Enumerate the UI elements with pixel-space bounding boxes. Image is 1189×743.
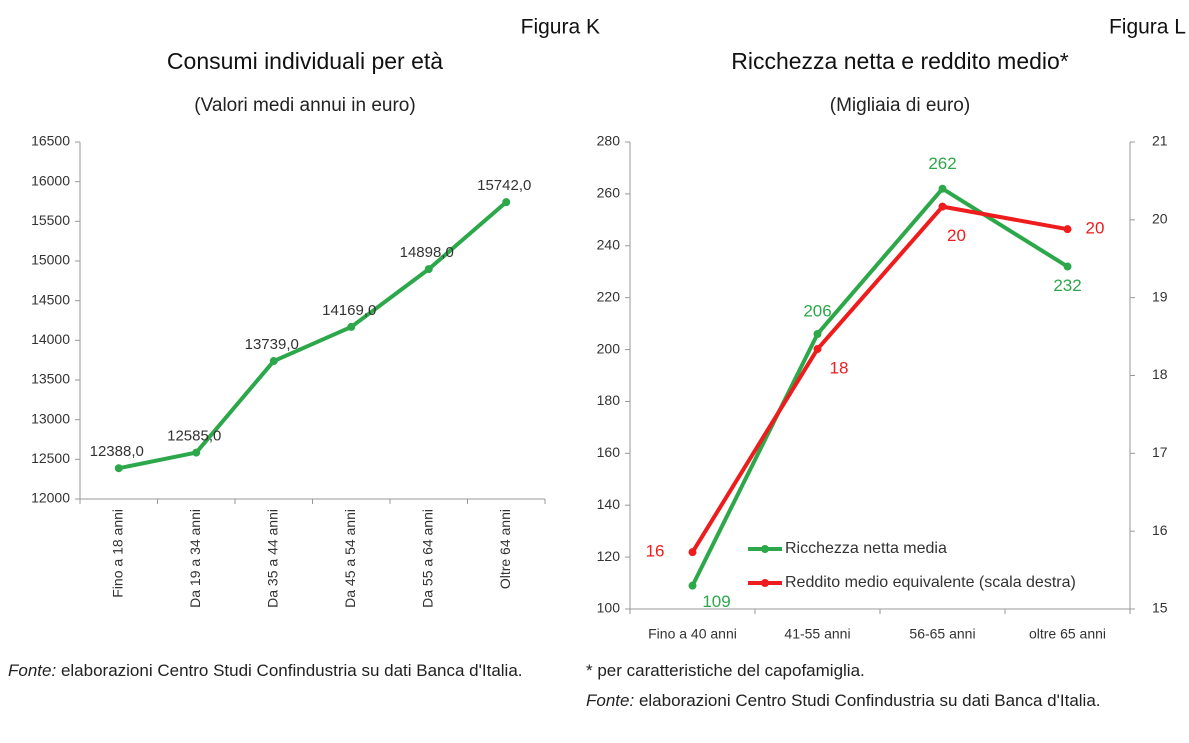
note: * per caratteristiche del capofamiglia. (586, 661, 865, 680)
y-tick-label: 14000 (31, 331, 70, 347)
y-tick-label: 100 (597, 600, 621, 616)
data-label: 262 (928, 154, 956, 173)
point (1063, 225, 1072, 234)
x-tick-label: Da 35 a 44 anni (264, 509, 280, 608)
y-tick-label: 260 (597, 185, 621, 201)
y2-tick-label: 20 (1152, 211, 1168, 227)
y-tick-label: 180 (597, 392, 621, 408)
y-tick-label: 12500 (31, 450, 70, 466)
y-tick-label: 15500 (31, 212, 70, 228)
y-tick-label: 160 (597, 444, 621, 460)
x-tick-label: Da 55 a 64 anni (419, 509, 435, 608)
y-tick-label: 280 (597, 133, 621, 149)
source-label: Fonte: (8, 661, 57, 680)
y2-tick-label: 21 (1152, 133, 1168, 149)
data-label: 14169,0 (322, 302, 376, 319)
series-line (690, 204, 1068, 554)
x-tick-label: 41-55 anni (784, 626, 850, 642)
series-line (690, 186, 1069, 587)
point (114, 464, 123, 473)
y-tick-label: 16000 (31, 172, 70, 188)
x-tick-label: Fino a 18 anni (109, 509, 125, 598)
chart-subtitle: (Valori medi annui in euro) (194, 95, 415, 116)
y-tick-label: 120 (597, 548, 621, 564)
y-tick-label: 13500 (31, 371, 70, 387)
source-text: elaborazioni Centro Studi Confindustria … (60, 661, 523, 680)
y2-tick-label: 16 (1152, 522, 1168, 538)
y-tick-label: 200 (597, 340, 621, 356)
series-line (118, 200, 508, 471)
y-tick-label: 16500 (31, 133, 70, 149)
data-label: 232 (1053, 276, 1081, 295)
point (269, 357, 278, 366)
point (938, 184, 947, 193)
y-tick-label: 13000 (31, 410, 70, 426)
data-label: 12388,0 (90, 443, 144, 460)
data-label: 109 (702, 592, 730, 611)
y2-tick-label: 15 (1152, 600, 1168, 616)
x-tick-label: Oltre 64 anni (497, 509, 513, 589)
point (813, 345, 822, 354)
source-right: Fonte: elaborazioni Centro Studi Confind… (586, 686, 1184, 715)
y-tick-label: 15000 (31, 252, 70, 268)
x-tick-label: Da 45 a 54 anni (342, 509, 358, 608)
y2-tick-label: 18 (1152, 366, 1168, 382)
legend-dot (761, 579, 769, 587)
y-tick-label: 12000 (31, 490, 70, 506)
x-tick-label: 56-65 anni (909, 626, 975, 642)
figure-label: Figura K (521, 16, 600, 39)
point (192, 448, 201, 457)
data-label: 15742,0 (477, 177, 531, 194)
point (424, 265, 433, 274)
legend-label: Reddito medio equivalente (scala destra) (785, 574, 1076, 591)
source-label: Fonte: (586, 691, 635, 710)
y-tick-label: 220 (597, 288, 621, 304)
x-tick-label: oltre 65 anni (1029, 626, 1106, 642)
y-tick-label: 140 (597, 496, 621, 512)
point (688, 581, 697, 590)
x-tick-label: Da 19 a 34 anni (187, 509, 203, 608)
data-label: 16 (646, 542, 665, 561)
data-label: 14898,0 (400, 244, 454, 261)
point (688, 548, 697, 557)
point (1063, 262, 1072, 271)
point (813, 329, 822, 338)
data-label: 20 (947, 226, 966, 245)
y2-tick-label: 17 (1152, 444, 1168, 460)
point (938, 202, 947, 211)
legend-label: Ricchezza netta media (785, 540, 947, 557)
x-tick-label: Fino a 40 anni (648, 626, 737, 642)
data-label: 18 (830, 359, 849, 378)
point (502, 198, 511, 207)
figure-label: Figura L (1109, 16, 1186, 39)
point (347, 322, 356, 331)
source-text: elaborazioni Centro Studi Confindustria … (638, 691, 1101, 710)
y-tick-label: 14500 (31, 291, 70, 307)
y2-tick-label: 19 (1152, 288, 1168, 304)
source-left: Fonte: elaborazioni Centro Studi Confind… (8, 656, 574, 685)
y-tick-label: 240 (597, 236, 621, 252)
legend-dot (761, 545, 769, 553)
data-label: 20 (1086, 219, 1105, 238)
data-label: 12585,0 (167, 428, 221, 445)
data-label: 13739,0 (245, 336, 299, 353)
chart-title: Ricchezza netta e reddito medio* (731, 48, 1069, 74)
data-label: 206 (803, 301, 831, 320)
chart-title: Consumi individuali per età (167, 48, 443, 74)
chart-subtitle: (Migliaia di euro) (830, 95, 970, 116)
